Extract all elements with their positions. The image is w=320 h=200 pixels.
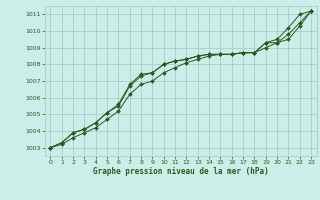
X-axis label: Graphe pression niveau de la mer (hPa): Graphe pression niveau de la mer (hPa) — [93, 167, 269, 176]
